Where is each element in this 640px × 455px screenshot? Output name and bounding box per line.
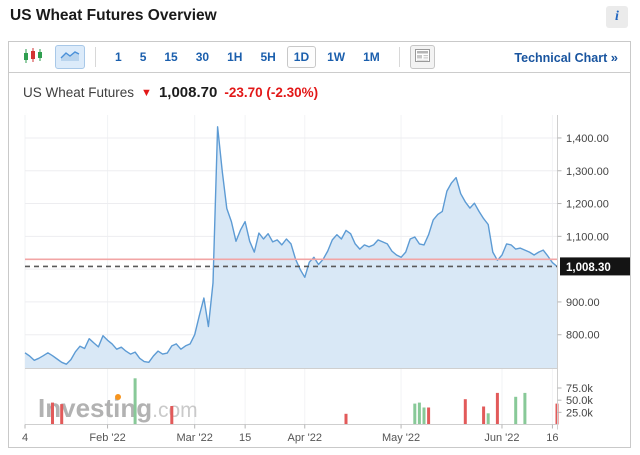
price-axis-label: 1,200.00	[566, 199, 609, 211]
x-axis-label: Mar '22	[177, 432, 213, 444]
volume-bar	[514, 396, 518, 425]
price-axis-label: 1,400.00	[566, 133, 609, 145]
info-icon: i	[615, 9, 619, 24]
candlestick-icon	[22, 47, 44, 68]
toolbar-divider	[398, 47, 400, 67]
last-price: 1,008.70	[158, 84, 218, 101]
instrument-name: US Wheat Futures	[23, 85, 135, 100]
technical-chart-link[interactable]: Technical Chart »	[514, 50, 618, 65]
volume-bar	[170, 406, 174, 425]
area-chart-icon	[60, 49, 80, 65]
price-chart-canvas[interactable]: Investing.com1,400.001,300.001,200.001,1…	[9, 110, 630, 446]
interval-1D[interactable]: 1D	[286, 46, 317, 68]
interval-15[interactable]: 15	[157, 46, 184, 68]
price-axis-label: 1,300.00	[566, 166, 609, 178]
interval-list: 1 5 15 30 1H 5H 1D 1W 1M	[106, 46, 389, 68]
x-axis-label: 15	[239, 432, 251, 444]
page-title: US Wheat Futures Overview	[10, 7, 217, 24]
last-price-badge	[560, 257, 630, 276]
interval-1[interactable]: 1	[108, 46, 129, 68]
last-price-badge-text: 1,008.30	[566, 262, 611, 274]
interval-30[interactable]: 30	[189, 46, 216, 68]
news-layout-icon	[414, 49, 430, 65]
volume-bar	[463, 399, 467, 425]
chart-widget: 1 5 15 30 1H 5H 1D 1W 1M Technical Chart »	[8, 41, 631, 448]
x-axis-label: May '22	[382, 432, 420, 444]
volume-bar	[495, 392, 499, 425]
x-axis-label: 16	[546, 432, 558, 444]
volume-bar	[413, 403, 417, 425]
news-view-button[interactable]	[409, 45, 435, 69]
volume-axis-label: 25.0k	[566, 407, 593, 419]
volume-axis-label: 50.0k	[566, 395, 593, 407]
volume-bar	[482, 406, 486, 425]
info-button[interactable]: i	[606, 6, 628, 28]
volume-bar	[417, 402, 421, 425]
price-area	[25, 126, 557, 369]
toolbar-divider	[95, 47, 96, 67]
double-arrow-icon: »	[610, 49, 618, 65]
interval-1H[interactable]: 1H	[220, 46, 249, 68]
chart-toolbar: 1 5 15 30 1H 5H 1D 1W 1M Technical Chart »	[9, 42, 630, 73]
volume-bar	[133, 378, 137, 425]
area-chart-button[interactable]	[55, 45, 85, 69]
logo-orange-dot	[115, 394, 121, 400]
volume-bar	[486, 413, 490, 425]
quote-row: US Wheat Futures ▼ 1,008.70 -23.70 (-2.3…	[23, 84, 318, 101]
volume-bar	[51, 402, 54, 425]
price-change: -23.70 (-2.30%)	[224, 85, 319, 100]
interval-5H[interactable]: 5H	[253, 46, 282, 68]
x-axis-label: Apr '22	[288, 432, 323, 444]
volume-bar	[422, 407, 426, 425]
interval-1W[interactable]: 1W	[320, 46, 352, 68]
price-axis-label: 1,100.00	[566, 231, 609, 243]
volume-bar	[344, 413, 348, 425]
technical-chart-label: Technical Chart	[514, 50, 608, 65]
interval-5[interactable]: 5	[133, 46, 154, 68]
volume-bar	[427, 407, 431, 425]
volume-axis-label: 75.0k	[566, 383, 593, 395]
x-axis-label: 4	[22, 432, 28, 444]
x-axis-label: Jun '22	[484, 432, 519, 444]
price-axis-label: 800.00	[566, 330, 600, 342]
interval-1M[interactable]: 1M	[356, 46, 387, 68]
x-axis-label: Feb '22	[89, 432, 125, 444]
price-axis-label: 900.00	[566, 297, 600, 309]
down-arrow-icon: ▼	[141, 87, 152, 99]
volume-bar	[523, 392, 527, 425]
volume-bar	[60, 404, 64, 425]
candlestick-chart-button[interactable]	[19, 45, 47, 70]
price-line	[24, 126, 558, 365]
